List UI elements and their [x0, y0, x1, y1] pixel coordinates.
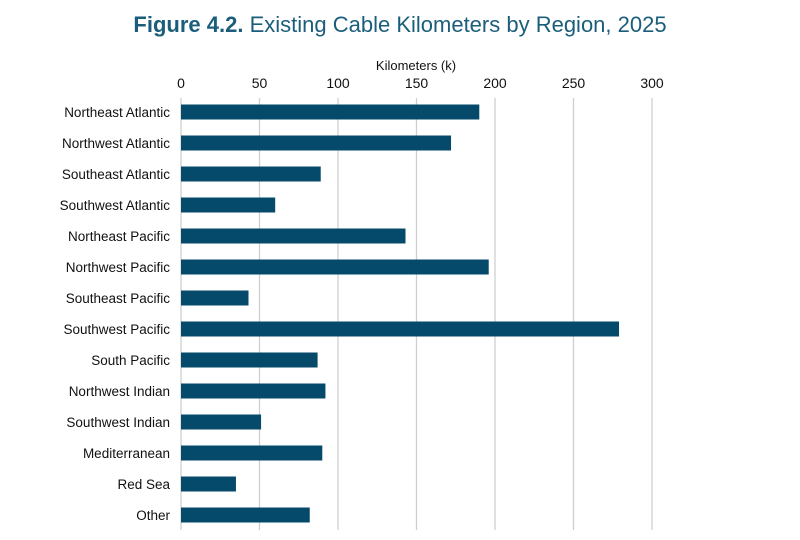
bar [181, 135, 452, 151]
category-label: South Pacific [91, 353, 170, 368]
category-label: Other [136, 508, 170, 523]
x-tick-label: 150 [405, 75, 429, 91]
x-tick-label: 200 [483, 75, 507, 91]
x-tick-label: 300 [640, 75, 664, 91]
bar [181, 259, 489, 275]
category-label: Southwest Pacific [63, 322, 170, 337]
x-tick-label: 100 [326, 75, 350, 91]
x-axis-label: Kilometers (k) [376, 58, 456, 73]
title-text: Existing Cable Kilometers by Region, 202… [249, 12, 667, 37]
category-label: Southwest Indian [66, 415, 170, 430]
bar [181, 507, 310, 523]
bar [181, 476, 236, 492]
category-label: Northwest Indian [69, 384, 170, 399]
x-tick-label: 50 [252, 75, 268, 91]
category-label: Northeast Pacific [68, 229, 170, 244]
bar [181, 445, 323, 461]
figure-number: Figure 4.2. [133, 12, 244, 37]
bar [181, 166, 321, 182]
chart-title: Figure 4.2. Existing Cable Kilometers by… [0, 12, 800, 38]
bar [181, 197, 276, 213]
bar [181, 228, 406, 244]
category-label: Northwest Pacific [66, 260, 171, 275]
bar [181, 104, 480, 120]
category-label: Northwest Atlantic [62, 136, 170, 151]
category-label: Mediterranean [83, 446, 170, 461]
x-tick-label: 250 [562, 75, 586, 91]
bar [181, 321, 620, 337]
category-label: Southeast Pacific [66, 291, 171, 306]
bar [181, 352, 318, 368]
category-label: Southwest Atlantic [60, 198, 171, 213]
x-tick-label: 0 [177, 75, 185, 91]
category-label: Red Sea [117, 477, 170, 492]
bar [181, 383, 326, 399]
bar [181, 414, 262, 430]
category-label: Southeast Atlantic [62, 167, 170, 182]
category-label: Northeast Atlantic [64, 105, 170, 120]
bar [181, 290, 249, 306]
